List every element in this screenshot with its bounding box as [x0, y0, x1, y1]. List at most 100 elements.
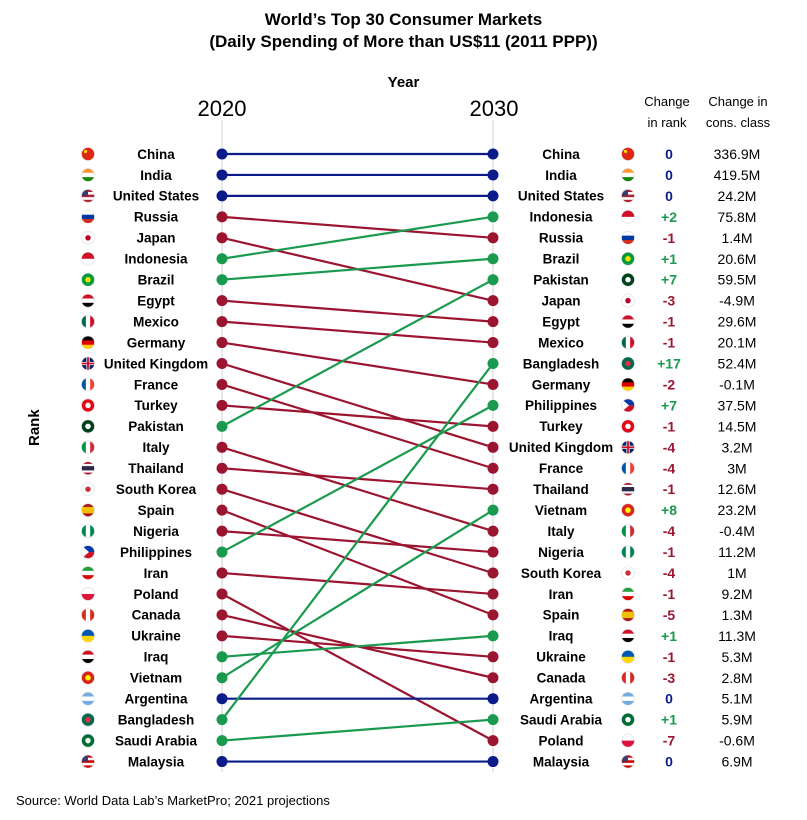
slope-line-south-korea: [221, 488, 494, 575]
label-2020-france: France: [134, 377, 179, 392]
point-2030-ukraine: [487, 651, 499, 663]
flag-icon-2030-ukraine: [621, 649, 635, 664]
flag-icon-2020-canada: [81, 608, 95, 622]
rank-change-italy: -4: [663, 523, 676, 539]
slope-line-brazil: [221, 257, 494, 281]
flag-icon-2030-brazil: [621, 251, 635, 266]
point-2020-france: [216, 378, 228, 390]
class-change-egypt: 29.6M: [718, 314, 757, 330]
rank-change-bangladesh: +17: [657, 356, 681, 372]
point-2020-india: [216, 169, 228, 181]
point-2030-malaysia: [487, 756, 499, 768]
flag-icon-2030-pakistan: [621, 272, 635, 287]
flag-icon-2030-turkey: [621, 419, 635, 434]
slope-line-iraq: [221, 634, 494, 658]
label-2020-japan: Japan: [136, 231, 175, 246]
x-axis-title: Year: [387, 74, 420, 91]
flag-icon-2030-iraq: [621, 629, 635, 643]
point-2020-bangladesh: [216, 714, 228, 726]
point-2030-poland: [487, 735, 499, 747]
point-2020-turkey: [216, 399, 228, 411]
class-change-philippines: 37.5M: [718, 397, 757, 413]
label-2020-iran: Iran: [144, 566, 169, 581]
flag-icon-2030-russia: [621, 231, 635, 245]
label-2020-poland: Poland: [133, 587, 178, 602]
slope-line-mexico: [221, 320, 494, 344]
class-change-bangladesh: 52.4M: [718, 356, 757, 372]
rank-change-malaysia: 0: [665, 754, 673, 770]
label-2020-argentina: Argentina: [124, 692, 187, 707]
change-in-class-header-line2: cons. class: [705, 115, 771, 130]
point-2030-pakistan: [487, 274, 499, 286]
label-2020-india: India: [140, 168, 172, 183]
point-2020-iraq: [216, 651, 228, 663]
rank-change-brazil: +1: [661, 251, 677, 267]
flag-icon-2020-mexico: [81, 314, 95, 329]
label-2030-poland: Poland: [538, 733, 583, 748]
label-2030-france: France: [539, 461, 584, 476]
class-change-turkey: 14.5M: [718, 418, 757, 434]
point-2030-indonesia: [487, 211, 499, 223]
point-2020-poland: [216, 588, 228, 600]
class-change-iraq: 11.3M: [718, 628, 756, 644]
flag-icon-2020-vietnam: [81, 670, 95, 685]
slope-line-russia: [221, 215, 494, 239]
flag-icon-2030-france: [621, 461, 635, 476]
flag-icon-2030-spain: [621, 608, 635, 622]
point-2020-mexico: [216, 316, 228, 328]
flag-icon-2030-india: [621, 168, 635, 182]
change-in-rank-header: Change in rank: [636, 91, 698, 133]
point-2020-argentina: [216, 693, 228, 705]
class-change-russia: 1.4M: [721, 230, 752, 246]
slope-line-pakistan: [221, 278, 494, 428]
flag-icon-2020-brazil: [81, 272, 95, 287]
label-2030-philippines: Philippines: [525, 398, 597, 413]
rank-change-turkey: -1: [663, 418, 676, 434]
label-2030-nigeria: Nigeria: [538, 545, 584, 560]
label-2020-saudi-arabia: Saudi Arabia: [115, 733, 198, 748]
rank-change-united-kingdom: -4: [663, 439, 676, 455]
label-2020-pakistan: Pakistan: [128, 419, 184, 434]
label-2030-iran: Iran: [549, 587, 574, 602]
rank-change-china: 0: [665, 146, 673, 162]
rank-change-saudi-arabia: +1: [661, 712, 677, 728]
rank-change-mexico: -1: [663, 335, 676, 351]
point-2030-nigeria: [487, 546, 499, 558]
rank-change-nigeria: -1: [663, 544, 676, 560]
flag-icon-2030-egypt: [621, 314, 635, 329]
flag-icon-2030-germany: [621, 377, 635, 392]
label-2030-saudi-arabia: Saudi Arabia: [520, 712, 603, 727]
point-2030-turkey: [487, 420, 499, 432]
class-change-saudi-arabia: 5.9M: [721, 712, 752, 728]
rank-change-egypt: -1: [663, 314, 676, 330]
chart-title-line2: (Daily Spending of More than US$11 (2011…: [209, 32, 598, 51]
point-2030-vietnam: [487, 504, 499, 516]
label-2030-iraq: Iraq: [549, 629, 574, 644]
label-2030-bangladesh: Bangladesh: [523, 356, 600, 371]
label-2030-italy: Italy: [547, 524, 575, 539]
flag-icon-2020-malaysia: [81, 754, 95, 769]
point-2020-malaysia: [216, 756, 228, 768]
point-2020-philippines: [216, 546, 228, 558]
point-2030-philippines: [487, 399, 499, 411]
label-2020-china: China: [137, 147, 175, 162]
label-2020-italy: Italy: [142, 440, 170, 455]
point-2030-china: [487, 148, 499, 160]
point-2020-china: [216, 148, 228, 160]
flag-icon-2030-argentina: [621, 691, 635, 706]
point-2020-germany: [216, 337, 228, 349]
label-2030-vietnam: Vietnam: [535, 503, 587, 518]
flag-icon-2020-germany: [81, 335, 95, 350]
point-2030-thailand: [487, 483, 499, 495]
class-change-united-states: 24.2M: [718, 188, 757, 204]
label-2020-united-kingdom: United Kingdom: [104, 356, 208, 371]
rank-change-philippines: +7: [661, 397, 677, 413]
point-2030-france: [487, 462, 499, 474]
class-change-indonesia: 75.8M: [718, 209, 757, 225]
label-2020-germany: Germany: [127, 335, 186, 350]
class-change-ukraine: 5.3M: [721, 649, 752, 665]
point-2020-canada: [216, 609, 228, 621]
slope-line-vietnam: [221, 509, 494, 679]
point-2030-united-kingdom: [487, 441, 499, 453]
class-change-pakistan: 59.5M: [718, 272, 757, 288]
